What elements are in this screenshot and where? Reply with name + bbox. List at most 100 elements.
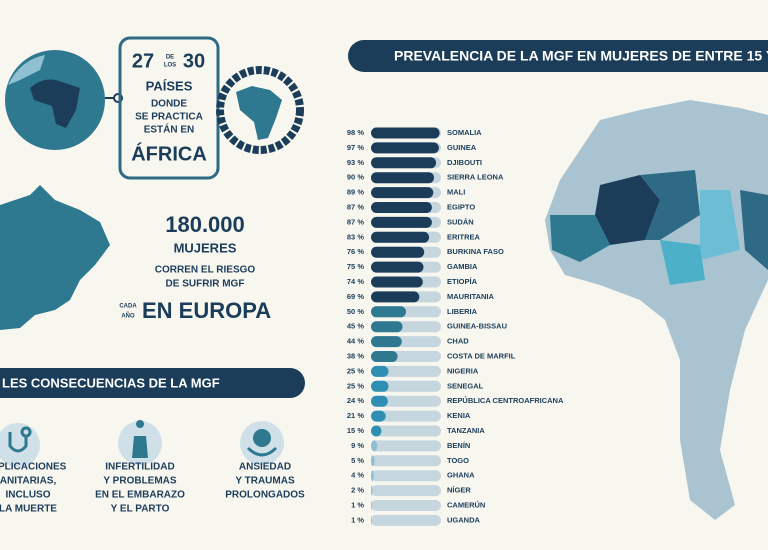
category-label: KENIA [447,411,471,420]
value-label: 45 % [347,322,364,331]
value-label: 69 % [347,292,364,301]
globe-land [8,55,45,85]
bar [371,455,375,467]
bar [371,365,389,377]
value-label: 2 % [351,486,364,495]
map-country [740,190,768,270]
bar-track [371,470,441,482]
category-label: MAURITANIA [447,292,495,301]
value-label: 44 % [347,337,364,346]
bar-track [371,365,441,377]
bar [371,142,439,154]
europe-number: 180.000 [165,212,245,237]
category-label: SIERRA LEONA [447,173,504,182]
category-label: GAMBIA [447,262,478,271]
bar [371,157,437,169]
value-label: 83 % [347,232,364,241]
bar [371,500,372,511]
ring-africa [236,86,282,140]
value-label: 24 % [347,396,364,405]
consequence-caption: INCLUSO [6,490,51,501]
bar-track [371,395,441,407]
value-label: 15 % [347,426,364,435]
category-label: ETIOPÍA [447,277,478,286]
bar [371,395,388,407]
europe-map [0,185,110,330]
bar-track [371,485,441,497]
category-label: CHAD [447,337,469,346]
category-label: BURKINA FASO [447,247,504,256]
map-country [595,175,660,245]
value-label: 98 % [347,128,364,137]
count: 27 [132,50,154,72]
bar [371,127,440,139]
value-label: 9 % [351,441,364,450]
europe-line: CORREN EL RIESGO [155,265,256,276]
consequence-caption: ANITARIAS, [0,476,56,487]
europe-line: DE SUFRIR MGF [166,279,245,290]
bar [371,231,430,243]
value-label: 38 % [347,351,364,360]
consequence-caption: INFERTILIDAD [105,462,174,473]
value-label: 4 % [351,471,364,480]
of: DE [166,55,174,61]
total: 30 [183,50,205,72]
category-label: CAMERÚN [447,500,485,509]
category-label: ERITREA [447,232,481,241]
bar-track [371,500,441,511]
value-label: 25 % [347,381,364,390]
value-label: 87 % [347,202,364,211]
value-label: 89 % [347,188,364,197]
value-label: 50 % [347,307,364,316]
bar [371,187,434,199]
bar [371,485,373,497]
consequence-caption: Y TRAUMAS [235,476,295,487]
consequence-caption: ANSIEDAD [239,462,291,473]
category-label: LIBERIA [447,307,478,316]
value-label: 21 % [347,411,364,420]
info-box [118,36,220,180]
value-label: 90 % [347,173,364,182]
bar [371,380,389,392]
info-line: SE PRACTICA [135,112,203,123]
category-label: SUDÁN [447,217,474,226]
category-label: BENÍN [447,441,470,450]
value-label: 87 % [347,217,364,226]
consequence-caption: MPLICACIONES [0,462,67,473]
category-label: SENEGAL [447,381,484,390]
bar [371,425,382,437]
category-label: UGANDA [447,515,480,524]
bar [371,261,424,273]
europe-per: AÑO [121,313,135,320]
chart-banner [348,40,768,72]
bar [371,306,406,318]
info-line: PAÍSES [146,78,193,93]
bar-track [371,425,441,437]
value-label: 76 % [347,247,364,256]
bar [371,246,425,258]
bar [371,321,403,333]
bar [371,470,374,482]
bar [371,440,378,452]
banner-title: LES CONSECUENCIAS DE LA MGF [2,375,220,390]
bar [371,216,432,228]
ring [216,66,304,154]
info-line: ESTÁN EN [144,123,195,136]
value-label: 1 % [351,515,364,524]
info-line: DONDE [151,99,187,110]
category-label: DJIBOUTI [447,158,482,167]
icon-head [253,429,271,447]
bar [371,291,420,303]
bar [371,410,386,422]
map-country [700,190,740,260]
banner [0,368,305,398]
icon-pregnant [132,420,148,458]
value-label: 25 % [347,366,364,375]
value-label: 5 % [351,456,364,465]
bar-track [371,514,441,526]
bar [371,514,372,526]
category-label: TOGO [447,456,469,465]
bar-track [371,380,441,392]
category-label: SOMALIA [447,128,482,137]
